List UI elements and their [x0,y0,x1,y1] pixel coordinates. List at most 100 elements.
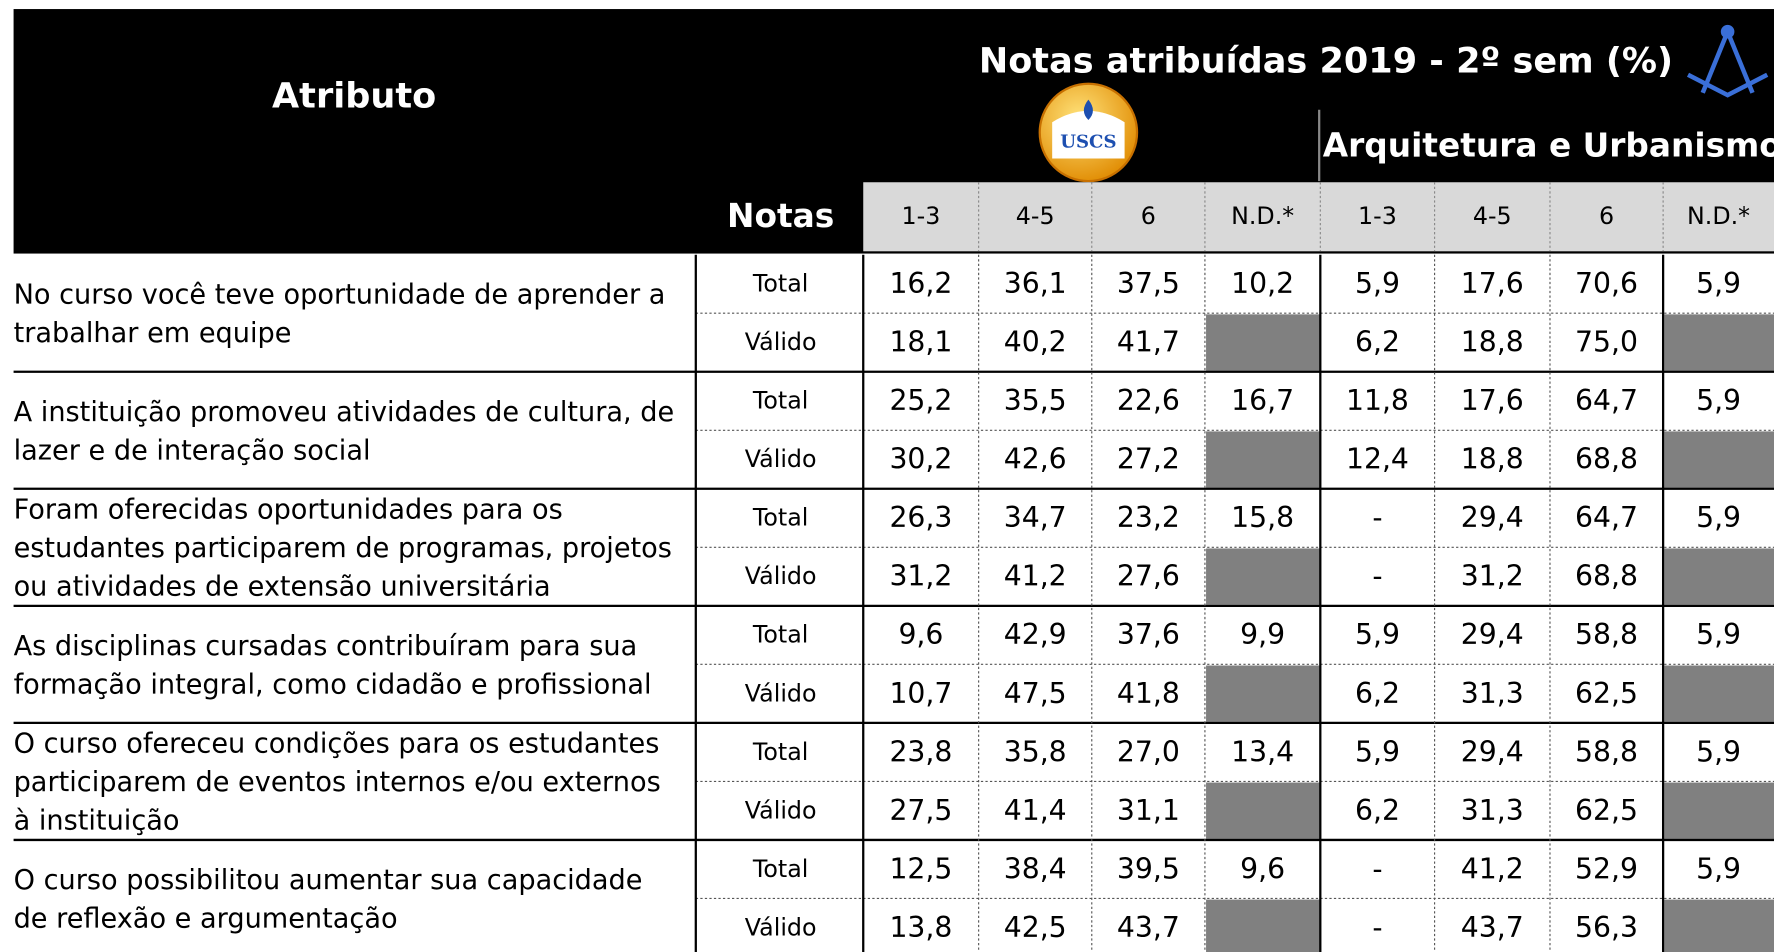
notas-label: Notas [727,197,834,235]
value: 27,5 [889,794,952,827]
value: 27,0 [1117,735,1180,768]
value: 41,2 [1004,560,1067,593]
attribute-text: ou atividades de extensão universitária [14,572,551,603]
value: 39,5 [1117,852,1180,885]
value: 9,6 [898,618,943,651]
line-label: Total [752,738,808,766]
attribute-text: trabalhar em equipe [14,318,292,349]
value: 5,9 [1696,267,1741,300]
attribute-text: O curso possibilitou aumentar sua capaci… [14,865,643,896]
column-header: 6 [1141,202,1156,230]
value: 27,6 [1117,560,1180,593]
line-label: Válido [745,445,817,473]
value: 47,5 [1004,677,1067,710]
columns-header-band [863,182,1774,252]
value: 62,5 [1575,677,1638,710]
value: 5,9 [1355,267,1400,300]
attribute-text: No curso você teve oportunidade de apren… [14,280,666,311]
value: 12,4 [1346,443,1409,476]
value: 12,5 [889,852,952,885]
line-label: Válido [745,679,817,707]
value: 18,1 [889,326,952,359]
value: 16,7 [1231,384,1294,417]
value: 5,9 [1696,501,1741,534]
line-label: Válido [745,913,817,941]
title: Notas atribuídas 2019 - 2º sem (%) [979,40,1673,81]
line-label: Válido [745,328,817,356]
value: 26,3 [889,501,952,534]
value: 5,9 [1696,384,1741,417]
value: 64,7 [1575,501,1638,534]
value: 58,8 [1575,735,1638,768]
na-cell [1664,314,1774,371]
value: 70,6 [1575,267,1638,300]
course-header: Arquitetura e Urbanismo [1323,127,1774,165]
value: 31,3 [1461,794,1524,827]
value: 37,6 [1117,618,1180,651]
value: 34,7 [1004,501,1067,534]
attribute-text: lazer e de interação social [14,435,371,466]
na-cell [1664,548,1774,605]
column-header: 4-5 [1473,202,1512,230]
value: 9,9 [1240,618,1285,651]
value: 75,0 [1575,326,1638,359]
value: 35,8 [1004,735,1067,768]
value: 5,9 [1696,852,1741,885]
value: 6,2 [1355,326,1400,359]
value: 5,9 [1355,735,1400,768]
line-label: Total [752,387,808,415]
line-label: Total [752,270,808,298]
value: 6,2 [1355,677,1400,710]
value: 13,4 [1231,735,1294,768]
na-cell [1206,548,1321,605]
na-cell [1206,782,1321,839]
value: 23,2 [1117,501,1180,534]
value: 6,2 [1355,794,1400,827]
value: 41,8 [1117,677,1180,710]
logo-text: USCS [1060,132,1116,153]
na-cell [1664,431,1774,488]
value: 43,7 [1117,911,1180,944]
value: 64,7 [1575,384,1638,417]
value: 10,2 [1231,267,1294,300]
value: 30,2 [889,443,952,476]
attribute-text: As disciplinas cursadas contribuíram par… [14,631,638,662]
value: 16,2 [889,267,952,300]
value: 5,9 [1696,618,1741,651]
line-label: Total [752,855,808,883]
compass-icon [1686,24,1769,98]
value: 36,1 [1004,267,1067,300]
line-label: Válido [745,796,817,824]
column-header: 4-5 [1016,202,1055,230]
value: 42,6 [1004,443,1067,476]
value: 22,6 [1117,384,1180,417]
column-header: N.D.* [1687,202,1750,230]
column-header: 1-3 [902,202,941,230]
value: 68,8 [1575,560,1638,593]
value: 52,9 [1575,852,1638,885]
value: 29,4 [1461,501,1524,534]
value: 5,9 [1355,618,1400,651]
value: 27,2 [1117,443,1180,476]
attribute-text: à instituição [14,806,180,837]
column-header: 1-3 [1358,202,1397,230]
value: 31,2 [1461,560,1524,593]
value: 58,8 [1575,618,1638,651]
na-cell [1206,431,1321,488]
na-cell [1206,899,1321,952]
value: 31,2 [889,560,952,593]
value: 62,5 [1575,794,1638,827]
attribute-text: estudantes participarem de programas, pr… [14,533,672,564]
uscs-logo: USCS [1038,82,1139,183]
value: 17,6 [1461,267,1524,300]
value: 68,8 [1575,443,1638,476]
value: 5,9 [1696,735,1741,768]
na-cell [1206,314,1321,371]
attribute-text: de reflexão e argumentação [14,903,398,934]
value: 37,5 [1117,267,1180,300]
value: 13,8 [889,911,952,944]
attribute-text: A instituição promoveu atividades de cul… [14,397,675,428]
value: 43,7 [1461,911,1524,944]
